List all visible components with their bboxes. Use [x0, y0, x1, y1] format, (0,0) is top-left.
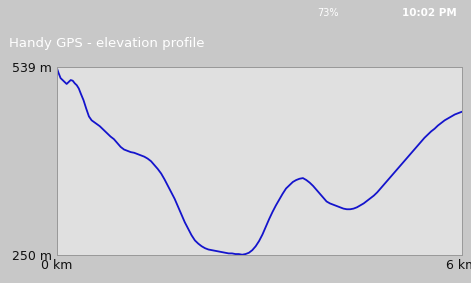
Text: 10:02 PM: 10:02 PM — [402, 8, 457, 18]
Text: 73%: 73% — [317, 8, 339, 18]
Text: Handy GPS - elevation profile: Handy GPS - elevation profile — [9, 37, 205, 50]
